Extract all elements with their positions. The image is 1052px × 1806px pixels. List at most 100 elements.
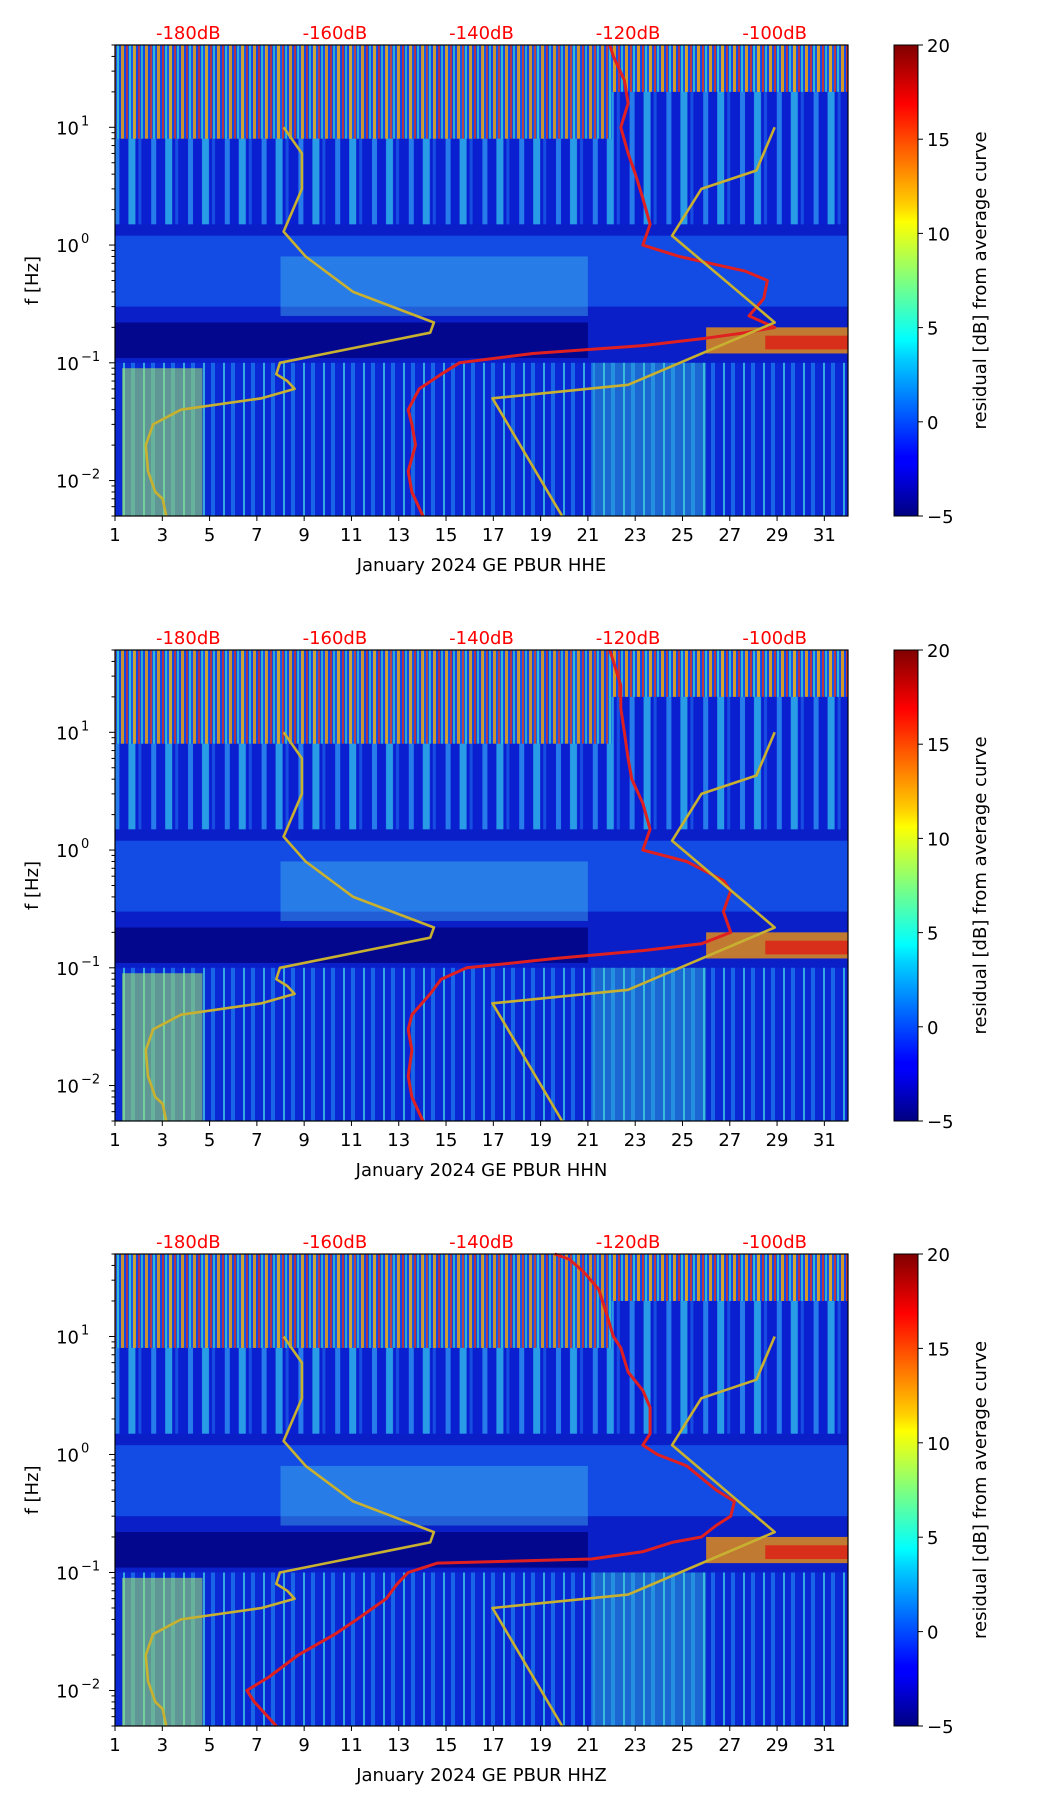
x-tick-label: 9 [298, 525, 309, 546]
top-db-axis: -180dB -160dB -140dB -120dB -100dB [156, 628, 807, 649]
y-tick-label: 10 [56, 1681, 79, 1702]
y-tick-exponent: −2 [81, 1073, 100, 1088]
x-tick-label: 11 [340, 1735, 363, 1756]
x-tick-label: 19 [529, 1735, 552, 1756]
y-tick-exponent: 0 [81, 1441, 89, 1456]
x-axis-label: January 2024 GE PBUR HHZ [355, 1765, 607, 1786]
x-tick-label: 27 [718, 525, 741, 546]
top-db-label: -180dB [156, 628, 221, 649]
colorbar-tick-label: 5 [927, 1528, 938, 1549]
colorbar-tick-label: 0 [927, 1623, 938, 1644]
y-tick-label: 10 [56, 1445, 79, 1466]
top-db-label: -140dB [449, 1232, 514, 1253]
x-tick-label: 9 [298, 1130, 309, 1151]
spectrogram-lf-patch [122, 973, 203, 1121]
colorbar-tick-label: 10 [927, 1434, 950, 1455]
x-tick-label: 29 [766, 1130, 789, 1151]
x-tick-label: 21 [576, 1735, 599, 1756]
noise-model-curve [491, 1335, 776, 1727]
spectrogram-lf-patch-late [592, 1572, 707, 1726]
x-tick-label: 11 [340, 1130, 363, 1151]
colorbar-tick-label: −5 [927, 1112, 954, 1133]
noise-model-curve [491, 731, 776, 1122]
spectrogram-hf-band-late [611, 650, 848, 697]
y-tick-exponent: 1 [81, 719, 89, 734]
x-tick-label: 27 [718, 1735, 741, 1756]
spectrogram-lf-patch-late [592, 967, 707, 1121]
x-tick-label: 15 [435, 1735, 458, 1756]
x-tick-label: 21 [576, 1130, 599, 1151]
x-tick-label: 3 [157, 1735, 168, 1756]
x-tick-label: 1 [109, 525, 120, 546]
spectrogram-gap [115, 322, 588, 358]
top-db-label: -160dB [303, 628, 368, 649]
psd-mean-curve [245, 1252, 736, 1728]
noise-model-curve [144, 1335, 436, 1727]
x-tick-label: 3 [157, 1130, 168, 1151]
spectrogram-lf-patch-late [592, 362, 707, 516]
noise-model-curve [144, 731, 436, 1122]
y-tick-label: 10 [56, 472, 79, 493]
top-db-label: -100dB [742, 23, 807, 44]
colorbar-gradient [894, 1254, 918, 1726]
x-tick-label: 15 [435, 1130, 458, 1151]
spectrogram-hot-core [765, 335, 848, 350]
colorbar-label: residual [dB] from average curve [970, 131, 991, 429]
y-tick-label: 10 [56, 354, 79, 375]
spectrogram-hf-band [115, 1254, 612, 1348]
x-tick-label: 5 [204, 1735, 215, 1756]
top-db-label: -100dB [742, 1232, 807, 1253]
colorbar-gradient [894, 45, 918, 516]
top-db-label: -180dB [156, 1232, 221, 1253]
top-db-label: -140dB [449, 23, 514, 44]
spectrogram-microseism [115, 840, 848, 912]
y-axis-label: f [Hz] [22, 1465, 43, 1514]
spectrogram-gap [115, 927, 588, 963]
colorbar-tick-label: 0 [927, 1018, 938, 1039]
top-db-label: -120dB [596, 23, 661, 44]
x-tick-label: 21 [576, 525, 599, 546]
spectrogram-hot-core [765, 940, 848, 955]
y-tick-label: 10 [56, 723, 79, 744]
psd-curves [144, 1252, 776, 1728]
x-tick-label: 25 [671, 1130, 694, 1151]
psd-mean-curve [406, 649, 733, 1122]
colorbar: 20 15 10 5 0 −5 residual [dB] from average cur… [893, 641, 991, 1133]
x-tick-label: 7 [251, 1130, 262, 1151]
top-db-label: -140dB [449, 628, 514, 649]
x-tick-label: 31 [813, 1130, 836, 1151]
psd-curves [144, 649, 776, 1122]
colorbar-frame [893, 1253, 919, 1727]
colorbar-tick-label: 15 [927, 1339, 950, 1360]
x-tick-label: 19 [529, 1130, 552, 1151]
y-tick-label: 10 [56, 236, 79, 257]
x-tick-label: 13 [387, 1735, 410, 1756]
top-db-label: -120dB [596, 628, 661, 649]
colorbar-frame [893, 649, 919, 1122]
colorbar-tick-label: 15 [927, 735, 950, 756]
y-tick-exponent: 1 [81, 114, 89, 129]
spectrogram-lf-patch [122, 1577, 203, 1726]
noise-model-curve [491, 126, 776, 517]
top-db-label: -160dB [303, 1232, 368, 1253]
y-tick-exponent: 0 [81, 232, 89, 247]
x-tick-label: 31 [813, 525, 836, 546]
psd-curves [144, 44, 777, 517]
colorbar-tick-label: −5 [927, 1717, 954, 1738]
x-tick-label: 11 [340, 525, 363, 546]
x-tick-label: 7 [251, 1735, 262, 1756]
colorbar-frame [893, 44, 919, 517]
colorbar-tick-label: 5 [927, 924, 938, 945]
x-tick-label: 9 [298, 1735, 309, 1756]
x-tick-label: 17 [482, 1130, 505, 1151]
top-db-label: -100dB [742, 628, 807, 649]
y-tick-label: 10 [56, 118, 79, 139]
colorbar-tick-label: 10 [927, 829, 950, 850]
top-db-axis: -180dB -160dB -140dB -120dB -100dB [156, 1232, 807, 1253]
